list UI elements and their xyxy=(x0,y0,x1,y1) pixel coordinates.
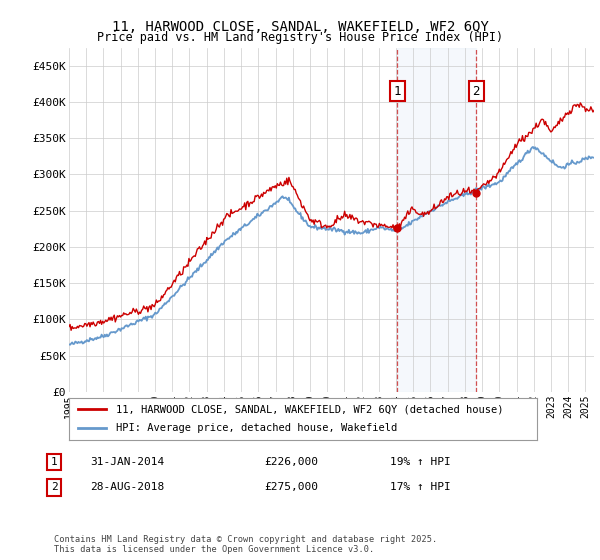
Text: £275,000: £275,000 xyxy=(264,482,318,492)
Text: 2: 2 xyxy=(50,482,58,492)
Text: £226,000: £226,000 xyxy=(264,457,318,467)
Text: 28-AUG-2018: 28-AUG-2018 xyxy=(90,482,164,492)
Text: 11, HARWOOD CLOSE, SANDAL, WAKEFIELD, WF2 6QY (detached house): 11, HARWOOD CLOSE, SANDAL, WAKEFIELD, WF… xyxy=(116,404,503,414)
Text: 11, HARWOOD CLOSE, SANDAL, WAKEFIELD, WF2 6QY: 11, HARWOOD CLOSE, SANDAL, WAKEFIELD, WF… xyxy=(112,20,488,34)
Text: 1: 1 xyxy=(50,457,58,467)
Text: 19% ↑ HPI: 19% ↑ HPI xyxy=(390,457,451,467)
Text: Price paid vs. HM Land Registry's House Price Index (HPI): Price paid vs. HM Land Registry's House … xyxy=(97,31,503,44)
Text: 31-JAN-2014: 31-JAN-2014 xyxy=(90,457,164,467)
Bar xyxy=(397,48,476,392)
Text: HPI: Average price, detached house, Wakefield: HPI: Average price, detached house, Wake… xyxy=(116,423,397,433)
Text: 2: 2 xyxy=(472,85,480,97)
Text: Contains HM Land Registry data © Crown copyright and database right 2025.
This d: Contains HM Land Registry data © Crown c… xyxy=(54,535,437,554)
Text: 17% ↑ HPI: 17% ↑ HPI xyxy=(390,482,451,492)
Text: 1: 1 xyxy=(394,85,401,97)
